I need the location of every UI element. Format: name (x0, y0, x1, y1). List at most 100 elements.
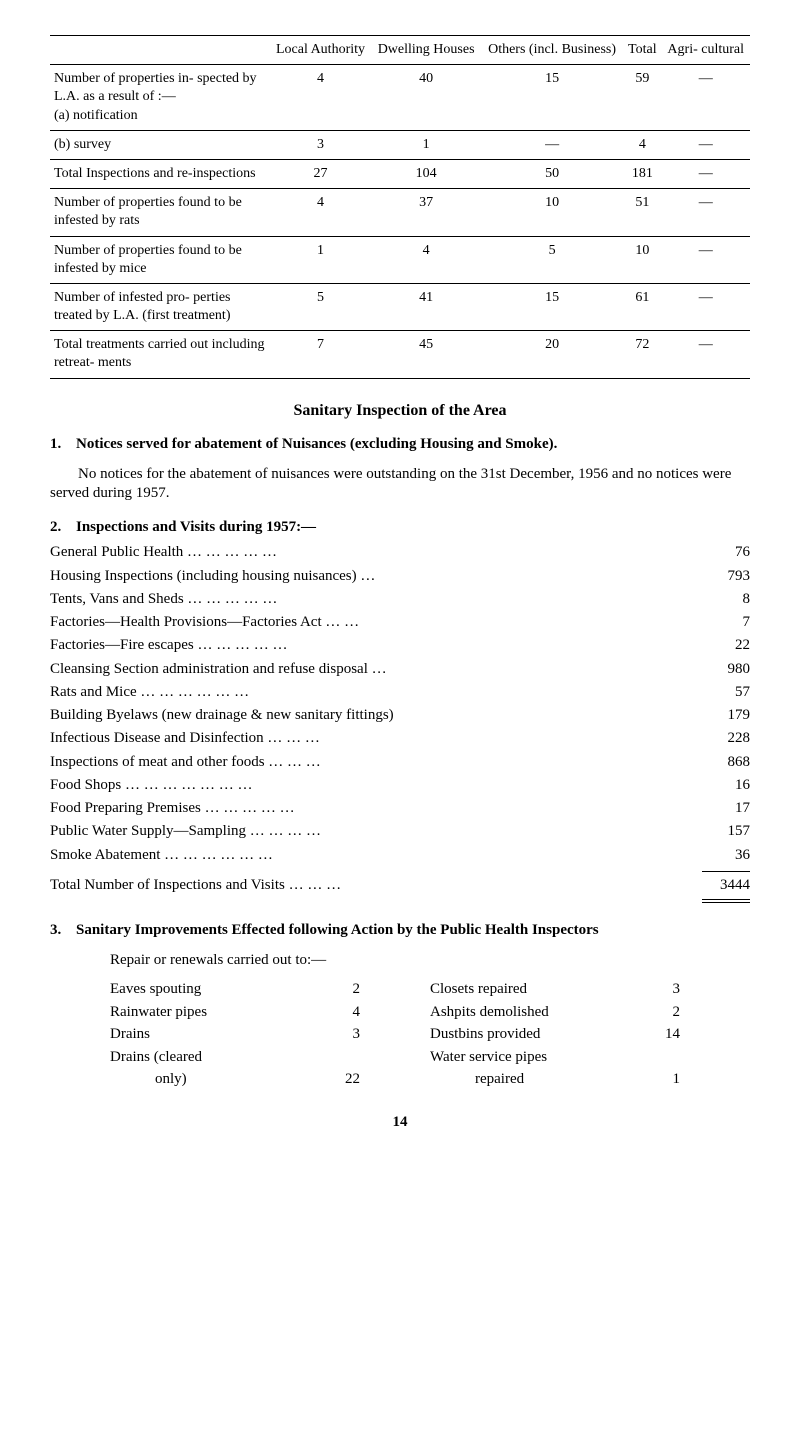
col-others: Others (incl. Business) (481, 36, 623, 65)
cell: 1 (371, 130, 481, 159)
inspection-list: General Public Health … … … … …76 Housin… (50, 541, 750, 903)
cell: 5 (481, 236, 623, 283)
improvements-columns: Eaves spouting2 Rainwater pipes4 Drains3… (50, 978, 750, 1091)
inspect-label: Factories—Health Provisions—Factories Ac… (50, 611, 700, 634)
col-agricultural: Agri- cultural (661, 36, 750, 65)
table-row: Number of properties in- spected by L.A.… (50, 65, 750, 131)
item-1-number: 1. (50, 435, 76, 455)
inspect-label: Public Water Supply—Sampling … … … … (50, 820, 700, 843)
item-3: 3. Sanitary Improvements Effected follow… (50, 921, 750, 941)
row-label: Number of properties found to be infeste… (50, 236, 270, 283)
inspect-value: 793 (700, 565, 750, 588)
inspect-value: 179 (700, 704, 750, 727)
inspect-label: Infectious Disease and Disinfection … … … (50, 727, 700, 750)
improvements-intro: Repair or renewals carried out to:— (50, 951, 750, 971)
rule-line (702, 899, 750, 900)
table-row: (b) survey31—4— (50, 130, 750, 159)
inspect-label: Tents, Vans and Sheds … … … … … (50, 588, 700, 611)
cell: 40 (371, 65, 481, 131)
row-label: (b) survey (50, 130, 270, 159)
inspect-value: 16 (700, 774, 750, 797)
imp-value: 3 (650, 978, 680, 1001)
cell: 3 (270, 130, 372, 159)
cell: 61 (623, 283, 661, 330)
rule-line (702, 902, 750, 903)
imp-value: 3 (330, 1023, 360, 1046)
cell: — (661, 236, 750, 283)
col-total: Total (623, 36, 661, 65)
total-value: 3444 (700, 874, 750, 897)
cell: 10 (481, 189, 623, 236)
item-1-heading: Notices served for abatement of Nuisance… (76, 436, 557, 452)
inspect-value: 36 (700, 844, 750, 867)
cell: 72 (623, 331, 661, 378)
rule-line (702, 871, 750, 872)
imp-value (650, 1046, 680, 1069)
cell: 45 (371, 331, 481, 378)
row-label: Number of properties found to be infeste… (50, 189, 270, 236)
item-3-number: 3. (50, 921, 76, 941)
cell: 37 (371, 189, 481, 236)
imp-label: Drains (cleared (110, 1046, 330, 1069)
cell: — (481, 130, 623, 159)
item-2-number: 2. (50, 518, 76, 538)
table-row: Number of infested pro- perties treated … (50, 283, 750, 330)
cell: 4 (371, 236, 481, 283)
col-dwelling-houses: Dwelling Houses (371, 36, 481, 65)
table-row: Number of properties found to be infeste… (50, 236, 750, 283)
item-2-heading: Inspections and Visits during 1957:— (76, 519, 316, 535)
cell: 4 (270, 65, 372, 131)
inspect-value: 22 (700, 634, 750, 657)
cell: — (661, 130, 750, 159)
table-body: Number of properties in- spected by L.A.… (50, 65, 750, 378)
col-local-authority: Local Authority (270, 36, 372, 65)
cell: 20 (481, 331, 623, 378)
item-1-paragraph: No notices for the abatement of nuisance… (50, 465, 750, 504)
imp-label: only) (110, 1068, 330, 1091)
inspect-label: Food Shops … … … … … … … (50, 774, 700, 797)
inspect-value: 228 (700, 727, 750, 750)
imp-label: Ashpits demolished (430, 1001, 650, 1024)
table-row: Number of properties found to be infeste… (50, 189, 750, 236)
imp-value: 14 (650, 1023, 680, 1046)
inspect-label: Building Byelaws (new drainage & new san… (50, 704, 700, 727)
total-label: Total Number of Inspections and Visits …… (50, 874, 700, 897)
cell: — (661, 65, 750, 131)
col-blank (50, 36, 270, 65)
page-number: 14 (50, 1113, 750, 1133)
inspect-label: Food Preparing Premises … … … … … (50, 797, 700, 820)
imp-label: Dustbins provided (430, 1023, 650, 1046)
imp-label: Eaves spouting (110, 978, 330, 1001)
inspect-label: Rats and Mice … … … … … … (50, 681, 700, 704)
inspect-value: 17 (700, 797, 750, 820)
inspection-table: Local Authority Dwelling Houses Others (… (50, 35, 750, 379)
inspect-value: 157 (700, 820, 750, 843)
row-label: Total treatments carried out including r… (50, 331, 270, 378)
row-label: Number of infested pro- perties treated … (50, 283, 270, 330)
section-title: Sanitary Inspection of the Area (50, 401, 750, 422)
cell: — (661, 283, 750, 330)
cell: 4 (623, 130, 661, 159)
table-row: Total treatments carried out including r… (50, 331, 750, 378)
cell: 7 (270, 331, 372, 378)
cell: 104 (371, 159, 481, 188)
row-label: Total Inspections and re-inspections (50, 159, 270, 188)
cell: — (661, 189, 750, 236)
imp-label: Water service pipes (430, 1046, 650, 1069)
inspect-value: 76 (700, 541, 750, 564)
cell: 27 (270, 159, 372, 188)
imp-value: 1 (650, 1068, 680, 1091)
inspect-label: Factories—Fire escapes … … … … … (50, 634, 700, 657)
cell: 4 (270, 189, 372, 236)
cell: 51 (623, 189, 661, 236)
imp-value: 2 (330, 978, 360, 1001)
inspect-label: Smoke Abatement … … … … … … (50, 844, 700, 867)
inspect-value: 980 (700, 658, 750, 681)
inspect-label: General Public Health … … … … … (50, 541, 700, 564)
cell: — (661, 159, 750, 188)
item-3-heading: Sanitary Improvements Effected following… (76, 922, 599, 938)
cell: 15 (481, 283, 623, 330)
cell: 181 (623, 159, 661, 188)
imp-label: Drains (110, 1023, 330, 1046)
imp-value (330, 1046, 360, 1069)
